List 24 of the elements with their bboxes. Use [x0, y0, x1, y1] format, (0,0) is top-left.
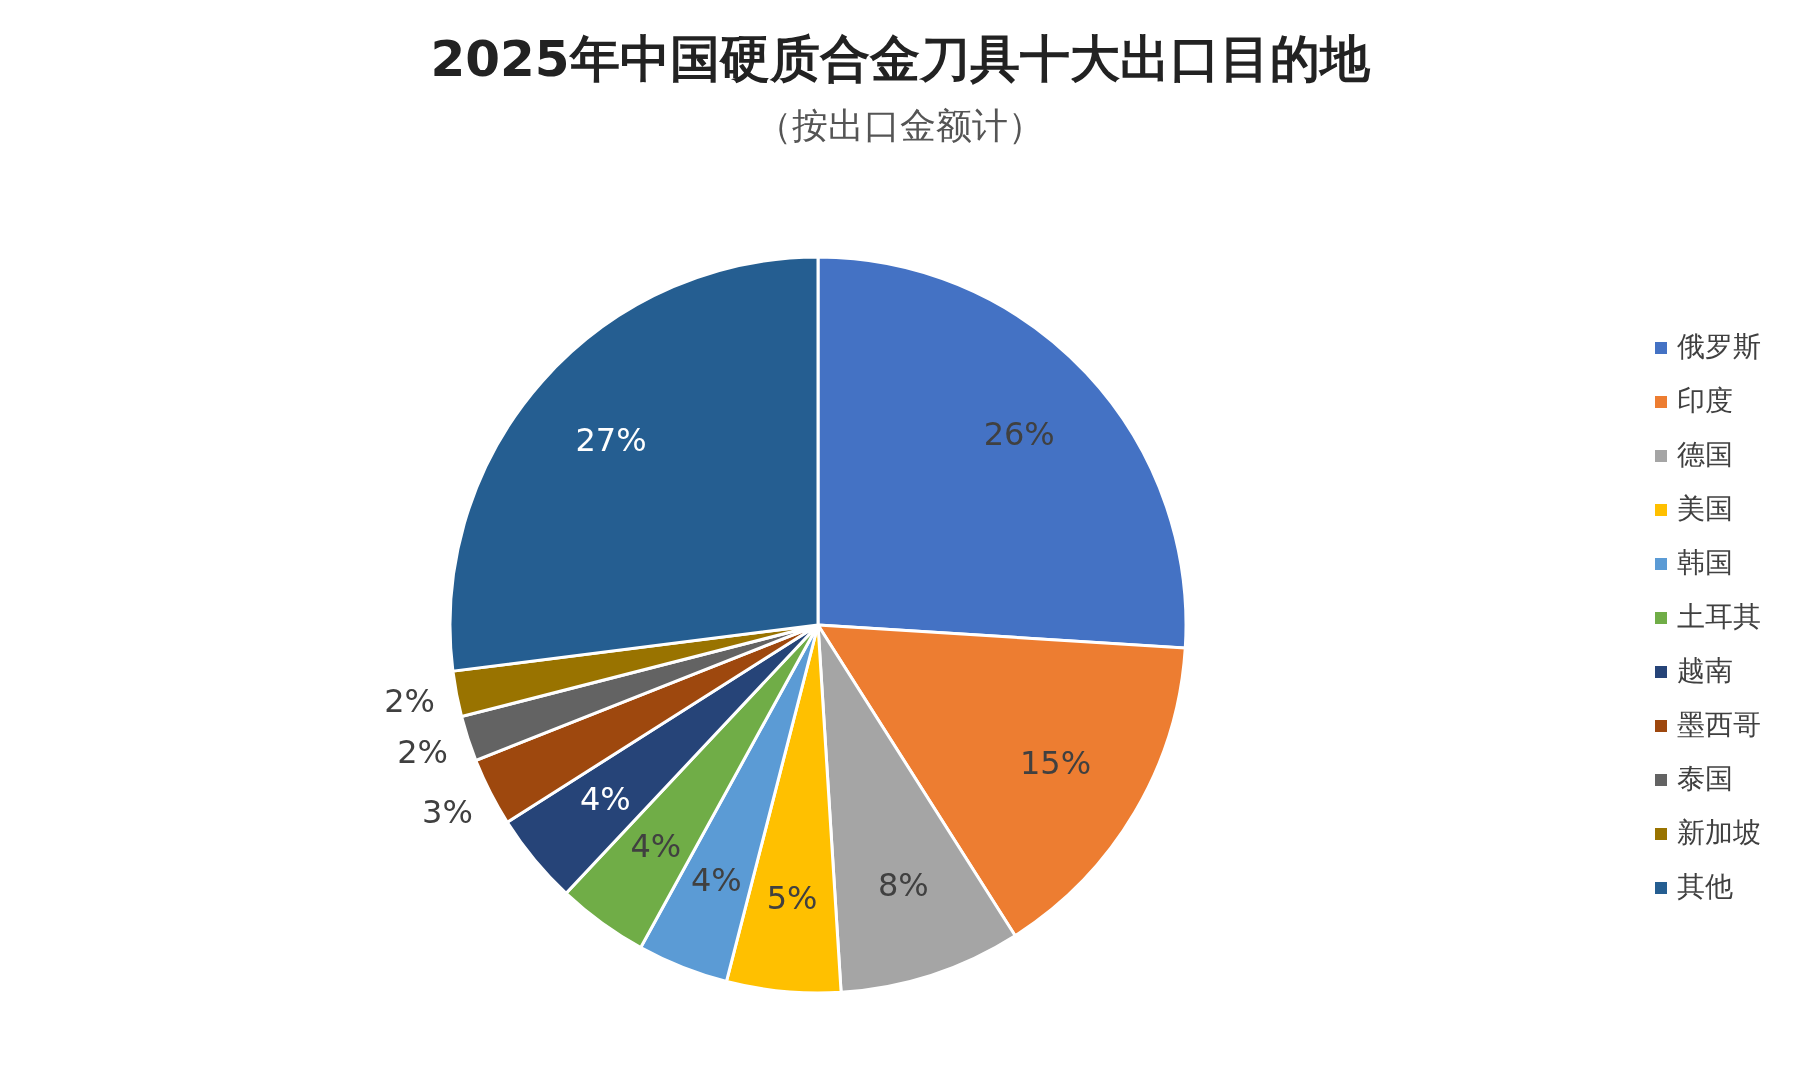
data-label: 26% — [983, 415, 1055, 454]
data-label: 5% — [766, 878, 818, 917]
data-label: 27% — [575, 421, 647, 460]
legend-label: 美国 — [1677, 492, 1733, 525]
chart-title: 2025年中国硬质合金刀具十大出口目的地 — [430, 29, 1371, 88]
legend-label: 德国 — [1677, 438, 1733, 471]
data-label: 3% — [422, 792, 473, 831]
data-label: 4% — [691, 860, 742, 899]
legend-label: 俄罗斯 — [1677, 330, 1761, 363]
legend-label: 泰国 — [1677, 762, 1733, 795]
data-label: 2% — [384, 681, 435, 720]
data-label: 4% — [579, 779, 631, 818]
data-label: 8% — [877, 866, 929, 905]
data-label: 2% — [397, 732, 448, 771]
data-label: 4% — [630, 827, 682, 866]
legend-label: 韩国 — [1677, 546, 1733, 579]
legend-label: 墨西哥 — [1677, 708, 1761, 741]
chart-subtitle: （按出口金额计） — [756, 105, 1044, 146]
data-label: 15% — [1020, 744, 1092, 783]
legend-label: 其他 — [1677, 870, 1733, 903]
legend-label: 越南 — [1677, 654, 1733, 687]
legend-label: 新加坡 — [1677, 816, 1761, 849]
legend-label: 土耳其 — [1677, 600, 1761, 633]
legend-label: 印度 — [1677, 384, 1733, 417]
